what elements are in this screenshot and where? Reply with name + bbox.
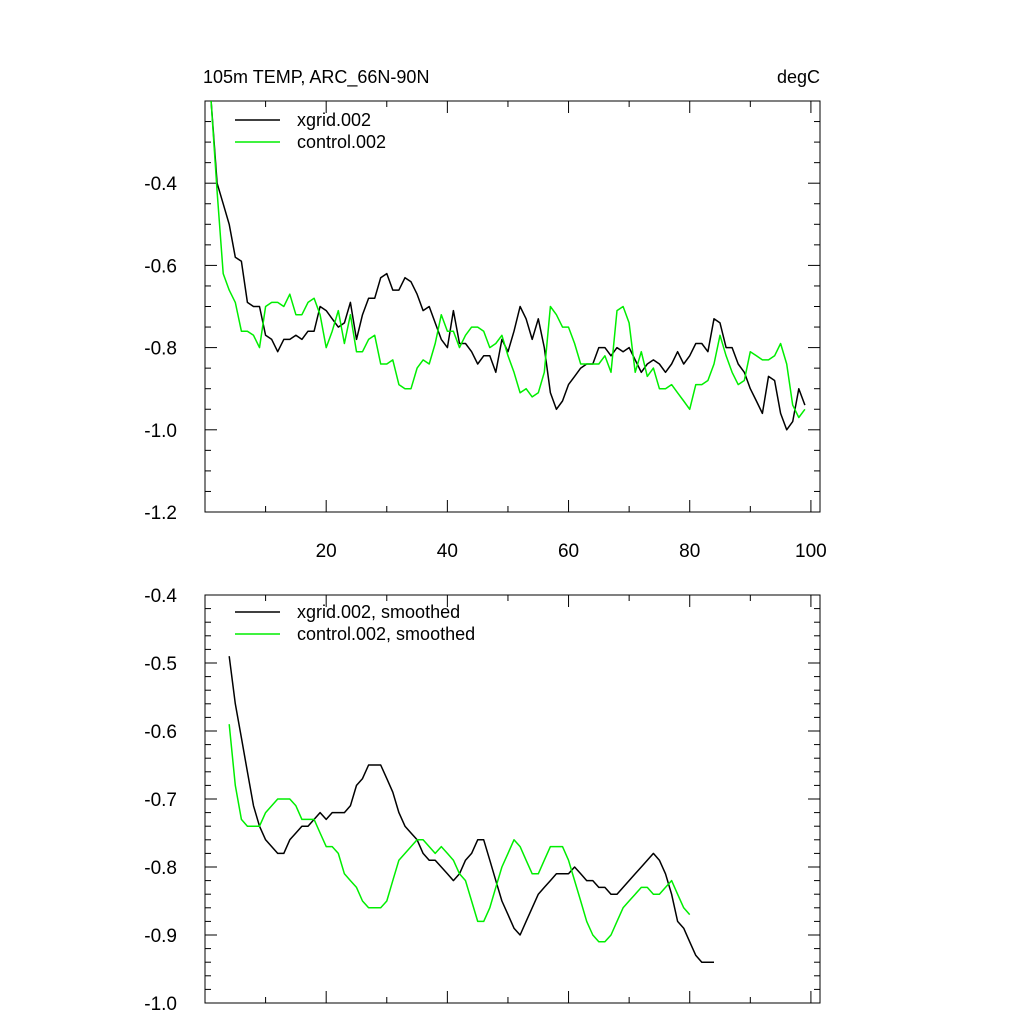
legend-label: xgrid.002 (297, 110, 371, 130)
y-tick-label: -0.6 (144, 256, 177, 277)
y-tick-label: -1.0 (144, 994, 177, 1015)
plot-title: 105m TEMP, ARC_66N-90N (203, 67, 429, 88)
y-tick-label: -1.0 (144, 421, 177, 442)
y-tick-label: -0.5 (144, 654, 177, 675)
legend-label: control.002, smoothed (297, 624, 475, 644)
series-line-control (210, 100, 806, 419)
series-line-control (228, 724, 691, 943)
y-tick-label: -0.7 (144, 790, 177, 811)
x-tick-label: 20 (316, 541, 337, 562)
units-label: degC (777, 67, 820, 87)
y-tick-label: -0.9 (144, 926, 177, 947)
legend-label: xgrid.002, smoothed (297, 602, 460, 622)
x-tick-label: 60 (558, 541, 579, 562)
y-tick-label: -0.6 (144, 722, 177, 743)
x-tick-label: 80 (679, 541, 700, 562)
y-tick-label: -0.8 (144, 858, 177, 879)
top-panel: -1.2 -1.0 -0.8 -0.6 -0.4 20 40 60 80 100 xgrid.002… (144, 100, 827, 562)
y-tick-label: -0.4 (144, 586, 177, 607)
y-tick-label: -0.8 (144, 339, 177, 360)
y-tick-label: -1.2 (144, 503, 177, 524)
plot-frame (204, 100, 821, 513)
x-tick-label: 40 (437, 541, 458, 562)
bottom-panel: -1.0 -0.9 -0.8 -0.7 -0.6 -0.5 -0.4 xgrid.002, s… (144, 586, 821, 1015)
legend-label: control.002 (297, 132, 386, 152)
y-tick-label: -0.4 (144, 174, 177, 195)
series-line-xgrid (228, 656, 714, 963)
x-tick-label: 100 (795, 541, 827, 562)
plot-frame (204, 594, 821, 1004)
series-line-xgrid (210, 100, 806, 431)
